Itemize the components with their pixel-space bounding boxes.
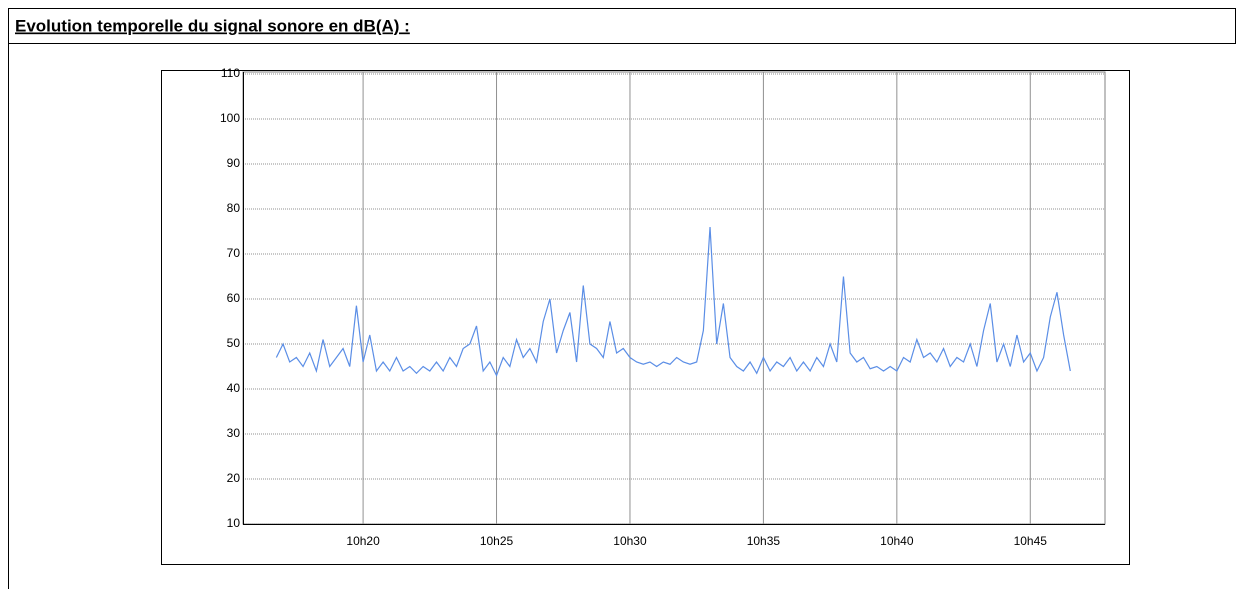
y-tick-label: 50 — [227, 336, 241, 350]
x-tick-label: 10h30 — [613, 534, 647, 548]
x-tick-label: 10h25 — [480, 534, 514, 548]
data-line — [275, 226, 1071, 378]
y-tick-label: 90 — [227, 156, 241, 170]
x-tick-label: 10h45 — [1014, 534, 1048, 548]
y-tick-label: 80 — [227, 201, 241, 215]
y-tick-label: 110 — [221, 66, 240, 80]
y-tick-label: 20 — [227, 471, 241, 485]
chart-frame — [161, 70, 1130, 565]
y-tick-label: 70 — [227, 246, 241, 260]
x-tick-label: 10h20 — [346, 534, 380, 548]
page-title: Evolution temporelle du signal sonore en… — [15, 16, 410, 35]
plot-area — [242, 71, 1106, 525]
y-tick-label: 100 — [220, 111, 240, 125]
x-tick-label: 10h35 — [747, 534, 781, 548]
y-tick-label: 40 — [227, 381, 241, 395]
y-tick-label: 60 — [227, 291, 241, 305]
y-tick-label: 10 — [227, 516, 241, 530]
x-tick-label: 10h40 — [880, 534, 914, 548]
y-tick-label: 30 — [227, 426, 241, 440]
